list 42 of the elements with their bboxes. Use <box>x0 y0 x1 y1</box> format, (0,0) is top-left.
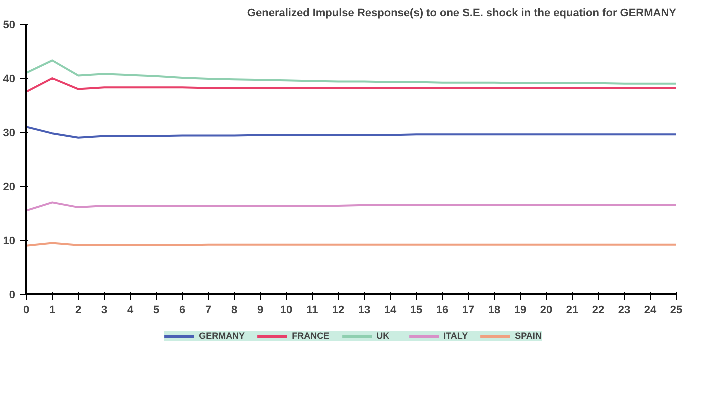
line-series <box>26 78 676 93</box>
x-tick-label: 18 <box>488 304 501 316</box>
x-tick-label: 22 <box>592 304 605 316</box>
x-tick-label: 14 <box>384 304 398 316</box>
x-tick-label: 1 <box>49 304 56 316</box>
x-tick-label: 7 <box>205 304 212 316</box>
x-tick-label: 16 <box>436 304 449 316</box>
legend-label: FRANCE <box>292 331 330 341</box>
line-series <box>26 60 676 85</box>
x-tick-label: 15 <box>410 304 423 316</box>
y-tick-label: 20 <box>3 182 16 194</box>
x-tick-label: 24 <box>644 304 658 316</box>
x-tick-label: 11 <box>306 304 318 316</box>
x-tick-label: 12 <box>332 304 345 316</box>
x-tick-label: 9 <box>257 304 264 316</box>
y-tick-label: 50 <box>3 20 16 32</box>
y-tick-label: 10 <box>3 236 16 248</box>
line-series <box>26 126 676 139</box>
legend-label: SPAIN <box>515 331 542 341</box>
y-tick-label: 30 <box>3 128 16 140</box>
line-series <box>26 202 676 212</box>
x-tick-label: 8 <box>231 304 238 316</box>
x-tick-label: 13 <box>358 304 371 316</box>
x-tick-label: 0 <box>23 304 30 316</box>
chart-title: Generalized Impulse Response(s) to one S.E. shock in the equation for GERMANY <box>247 8 678 20</box>
legend-label: GERMANY <box>199 331 246 341</box>
x-tick-label: 10 <box>280 304 293 316</box>
x-tick-label: 23 <box>618 304 631 316</box>
x-tick-label: 20 <box>540 304 553 316</box>
y-tick-label: 40 <box>3 74 16 86</box>
legend-label: UK <box>376 331 391 341</box>
y-tick-label: 0 <box>9 290 16 302</box>
x-tick-label: 17 <box>462 304 475 316</box>
legend-label: ITALY <box>444 331 468 341</box>
x-tick-label: 2 <box>75 304 82 316</box>
x-tick-label: 21 <box>566 304 579 316</box>
x-tick-label: 3 <box>101 304 108 316</box>
x-tick-label: 25 <box>670 304 683 316</box>
x-tick-label: 5 <box>153 304 160 316</box>
x-tick-label: 6 <box>179 304 186 316</box>
x-tick-label: 4 <box>127 304 134 316</box>
x-tick-label: 19 <box>514 304 527 316</box>
